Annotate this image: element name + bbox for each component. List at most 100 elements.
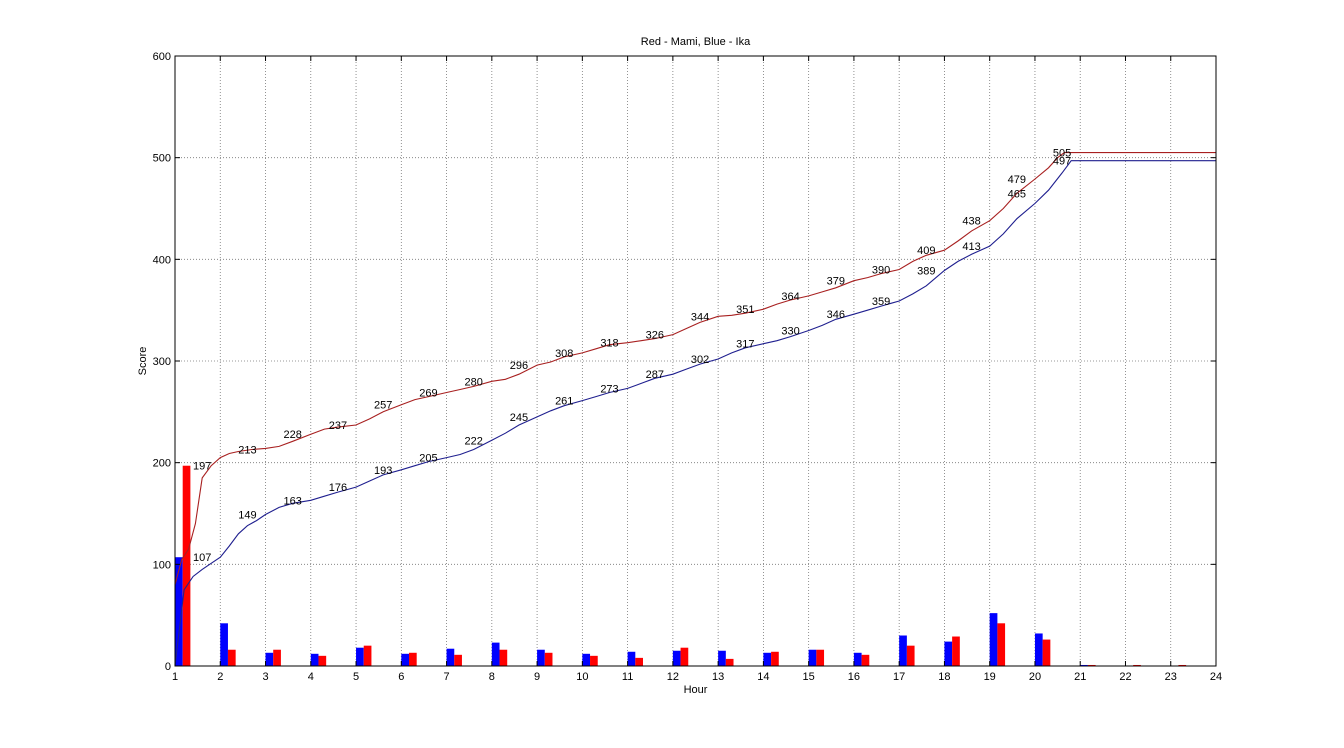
red-data-label: 228 [283,429,301,441]
red-bar [635,657,643,666]
red-bar [363,645,372,666]
x-tick-label: 16 [848,671,860,683]
blue-bar [310,653,319,666]
x-tick-label: 21 [1074,671,1086,683]
bar-series [175,465,1187,666]
blue-data-label: 163 [283,495,301,507]
blue-data-label: 359 [872,296,890,308]
x-tick-label: 6 [398,671,404,683]
blue-bar [265,652,274,666]
red-bar [590,655,598,666]
red-data-label: 390 [872,265,890,277]
blue-bar [401,653,409,666]
red-bar [725,658,734,666]
y-axis-label: Score [137,347,149,376]
y-tick-label: 300 [153,356,171,368]
red-data-label: 438 [962,216,980,228]
blue-bar [537,649,545,666]
blue-data-label: 330 [781,326,799,338]
red-bar [408,652,417,666]
red-bar [952,636,960,666]
blue-data-label: 317 [736,339,754,351]
red-bar [499,649,508,666]
blue-bar [175,557,183,666]
red-bar [680,647,689,666]
red-bar [318,655,327,666]
x-tick-label: 10 [576,671,588,683]
x-tick-label: 4 [308,671,314,683]
red-bar [861,654,870,666]
red-bar [1042,639,1051,666]
blue-bar [944,641,953,666]
blue-bar [899,635,907,666]
blue-data-label: 149 [238,510,256,522]
x-tick-label: 12 [667,671,679,683]
red-data-label: 213 [238,444,256,456]
y-tick-label: 400 [153,254,171,266]
blue-bar [627,651,636,666]
blue-bar [491,642,500,666]
x-tick-label: 2 [217,671,223,683]
red-data-label: 409 [917,245,935,257]
blue-bar [1080,664,1088,666]
red-data-label: 237 [329,420,347,432]
blue-bar [446,648,455,666]
blue-bar [763,652,772,666]
blue-data-label: 273 [600,383,618,395]
blue-data-label: 176 [329,482,347,494]
blue-bar [853,652,862,666]
red-data-label: 379 [827,276,845,288]
blue-score-line [174,160,1216,667]
red-bar [273,649,281,666]
x-tick-label: 3 [262,671,268,683]
red-data-label: 344 [691,311,709,323]
red-data-label: 296 [510,360,528,372]
red-data-label: 505 [1053,148,1071,160]
blue-bar [989,613,998,666]
red-data-label: 257 [374,400,392,412]
red-bar [816,649,825,666]
blue-bar [582,653,591,666]
red-data-label: 197 [193,461,211,473]
x-tick-label: 22 [1119,671,1131,683]
blue-data-label: 222 [465,435,483,447]
red-data-label: 308 [555,348,573,360]
y-tick-label: 500 [153,153,171,165]
axes: 1 2 3 4 5 6 7 8 9 10 11 12 13 14 15 16 17 18 19 20 21 22 23 240… [153,51,1222,683]
blue-data-label: 261 [555,396,573,408]
x-tick-label: 18 [938,671,950,683]
blue-data-label: 346 [827,309,845,321]
red-data-label: 280 [465,376,483,388]
y-tick-label: 0 [165,661,171,673]
x-axis-label: Hour [684,684,708,696]
x-tick-label: 23 [1165,671,1177,683]
red-data-label: 351 [736,304,754,316]
red-data-label: 479 [1008,174,1026,186]
red-data-label: 318 [600,338,618,350]
blue-data-label: 302 [691,354,709,366]
red-bar [1178,664,1187,666]
blue-bar [718,650,726,666]
chart-title: Red - Mami, Blue - Ika [641,36,751,48]
blue-bar [672,650,681,666]
x-tick-label: 5 [353,671,359,683]
x-tick-label: 20 [1029,671,1041,683]
red-score-line [174,152,1216,585]
x-tick-label: 15 [803,671,815,683]
x-tick-label: 8 [489,671,495,683]
red-bar [1133,664,1141,666]
red-bar [997,623,1006,666]
x-tick-label: 9 [534,671,540,683]
red-bar [1087,664,1096,666]
blue-data-label: 389 [917,266,935,278]
blue-bar [356,647,364,666]
y-tick-label: 600 [153,51,171,63]
blue-data-label: 465 [1008,188,1026,200]
red-bar [227,649,236,666]
red-bar [771,651,779,666]
x-tick-label: 17 [893,671,905,683]
blue-data-label: 205 [419,453,437,465]
y-tick-label: 200 [153,458,171,470]
x-tick-label: 13 [712,671,724,683]
